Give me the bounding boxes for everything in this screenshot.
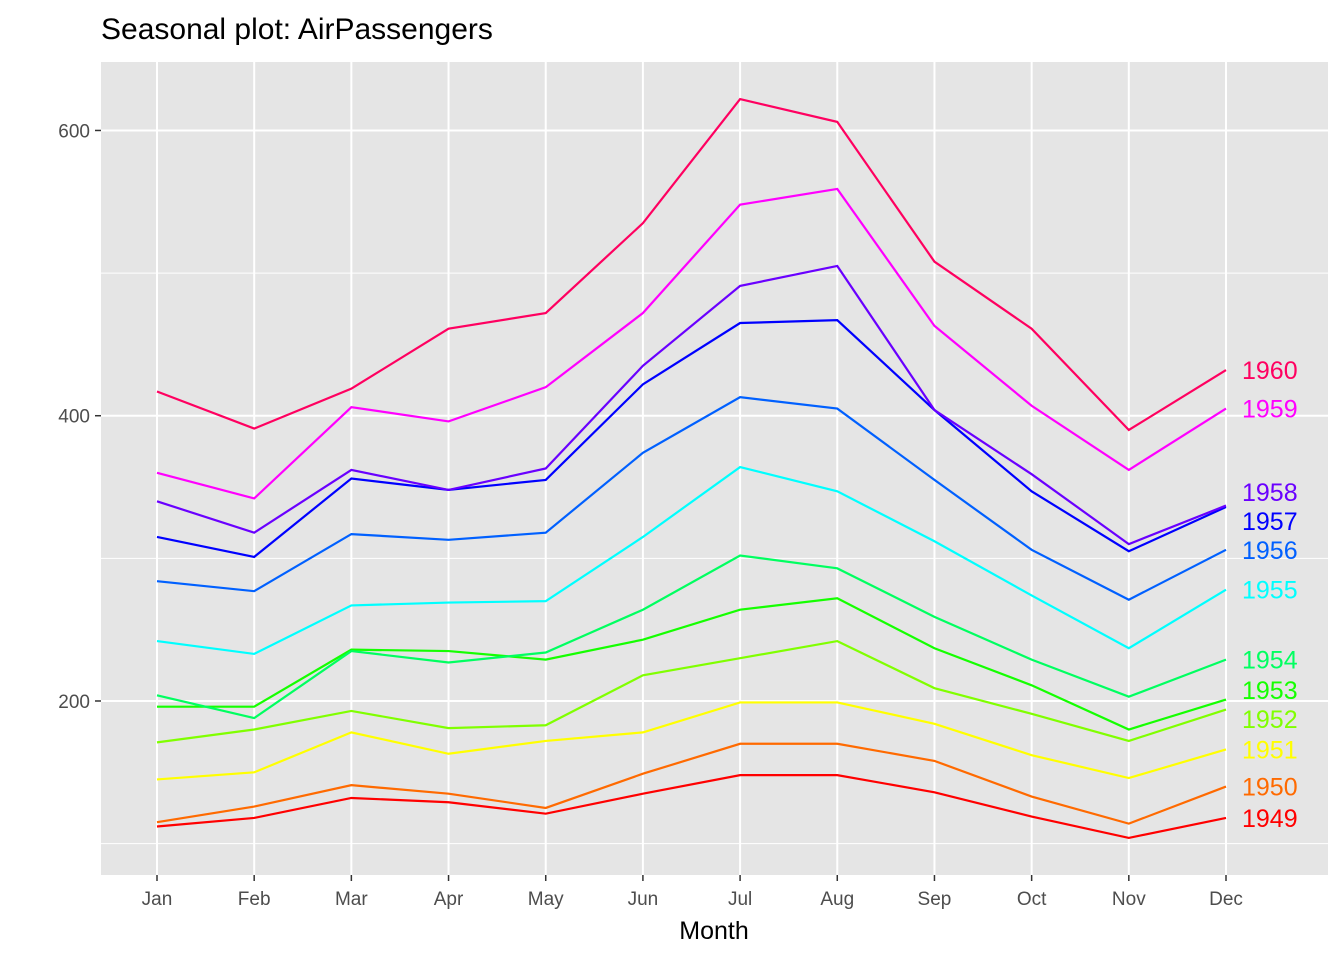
series-label-1950: 1950 bbox=[1242, 774, 1298, 802]
series-line-1958 bbox=[156, 264, 1227, 546]
series-line-1954 bbox=[156, 554, 1227, 720]
x-tick-label: Feb bbox=[238, 889, 271, 910]
y-tick-label: 400 bbox=[58, 407, 90, 428]
series-line-1957 bbox=[156, 319, 1227, 559]
x-tick-label: Sep bbox=[918, 889, 952, 910]
x-tick-label: Mar bbox=[335, 889, 368, 910]
x-tick-label: Dec bbox=[1209, 889, 1243, 910]
series-line-1956 bbox=[156, 396, 1227, 601]
series-label-1959: 1959 bbox=[1242, 396, 1298, 424]
y-tick-label: 600 bbox=[58, 121, 90, 142]
series-label-1955: 1955 bbox=[1242, 577, 1298, 605]
series-line-1953 bbox=[157, 597, 1227, 731]
series-label-1949: 1949 bbox=[1242, 805, 1298, 833]
series-line-1952 bbox=[156, 639, 1227, 744]
series-label-1951: 1951 bbox=[1242, 736, 1298, 764]
x-tick-label: Jan bbox=[142, 889, 173, 910]
series-line-1959 bbox=[156, 187, 1227, 500]
x-axis-label: Month bbox=[679, 917, 748, 945]
series-line-1960 bbox=[156, 97, 1227, 432]
x-tick-label: Jul bbox=[728, 889, 752, 910]
series-label-1954: 1954 bbox=[1242, 647, 1298, 675]
x-tick-label: May bbox=[528, 889, 564, 910]
series-line-1950 bbox=[156, 742, 1227, 825]
y-tick-label: 200 bbox=[58, 692, 90, 713]
series-label-1953: 1953 bbox=[1242, 677, 1298, 705]
series-label-1956: 1956 bbox=[1242, 537, 1298, 565]
series-label-1958: 1958 bbox=[1242, 479, 1298, 507]
x-tick-label: Nov bbox=[1112, 889, 1146, 910]
series-line-1955 bbox=[156, 465, 1227, 656]
series-label-1952: 1952 bbox=[1242, 706, 1298, 734]
chart-title: Seasonal plot: AirPassengers bbox=[101, 13, 493, 46]
x-tick-label: Apr bbox=[434, 889, 464, 910]
series-label-1960: 1960 bbox=[1242, 357, 1298, 385]
x-tick-label: Jun bbox=[628, 889, 659, 910]
series-line-1949 bbox=[156, 774, 1227, 840]
series-label-1957: 1957 bbox=[1242, 508, 1298, 536]
x-tick-label: Aug bbox=[820, 889, 854, 910]
series-line-1951 bbox=[156, 701, 1227, 781]
x-tick-label: Oct bbox=[1017, 889, 1047, 910]
